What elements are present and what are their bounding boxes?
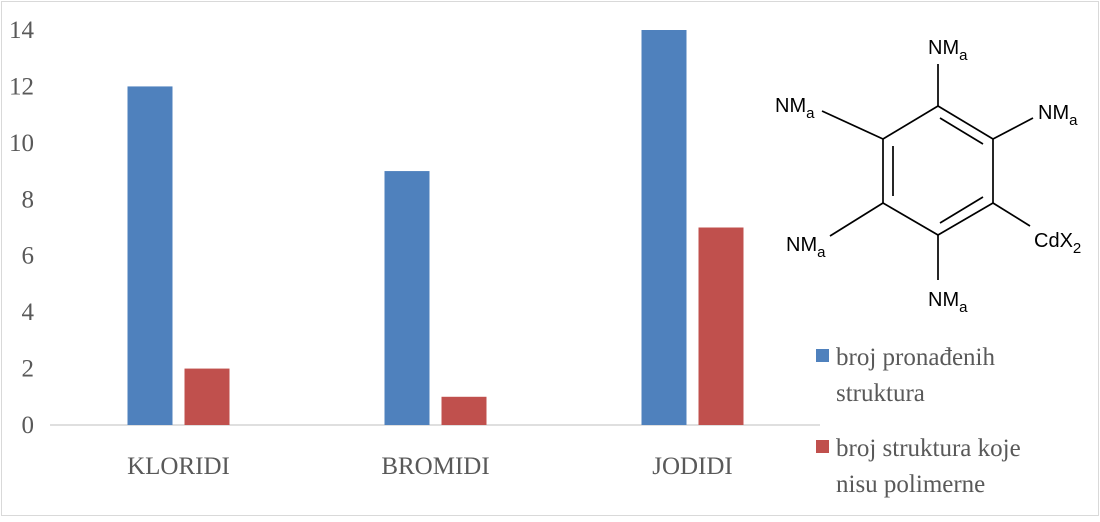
bar-non-polymeric-bromidi xyxy=(441,396,487,425)
molecule-labels: NMa NMa NMa NMa CdX2 NMa xyxy=(775,37,1081,316)
molecule-label: NMa xyxy=(928,289,968,316)
y-tick-label: 4 xyxy=(22,299,35,326)
molecule-label: NMa xyxy=(775,95,815,122)
y-tick-label: 10 xyxy=(9,130,34,157)
molecule-label: CdX2 xyxy=(1034,230,1081,257)
ring-double-bond xyxy=(939,117,984,145)
ring-bond xyxy=(882,105,939,140)
legend-swatch xyxy=(816,349,829,362)
substituent-bond xyxy=(821,110,884,140)
molecule-label: NMa xyxy=(928,37,968,64)
x-tick-label: JODIDI xyxy=(652,453,733,480)
legend-entry: broj struktura koje nisu polimerne xyxy=(836,435,1021,498)
bar-non-polymeric-kloridi xyxy=(184,368,230,425)
ring-bond xyxy=(937,202,994,236)
bar-found-structures-jodidi xyxy=(641,30,687,425)
ring-double-bond xyxy=(939,196,984,224)
substituent-bond xyxy=(829,202,884,237)
molecule-diagram xyxy=(821,64,1034,280)
y-tick-label: 0 xyxy=(22,412,35,439)
substituent-bond xyxy=(992,117,1034,140)
y-axis-ticks: 0 2 4 6 8 10 12 14 xyxy=(9,17,35,439)
y-tick-label: 2 xyxy=(22,356,35,383)
substituent-bond xyxy=(992,202,1031,227)
x-tick-label: BROMIDI xyxy=(381,453,489,480)
y-tick-label: 6 xyxy=(22,243,35,270)
bars xyxy=(127,30,744,425)
legend-swatch xyxy=(816,440,829,453)
ring-bond xyxy=(937,105,994,140)
y-tick-label: 14 xyxy=(9,17,35,44)
molecule-label: NMa xyxy=(786,234,826,261)
legend-entry: broj pronađenih struktura xyxy=(836,344,995,407)
bar-non-polymeric-jodidi xyxy=(698,227,744,425)
y-tick-label: 12 xyxy=(9,73,34,100)
x-axis-ticks: KLORIDI BROMIDI JODIDI xyxy=(127,453,733,480)
legend: broj pronađenih struktura broj struktura k… xyxy=(816,344,1021,498)
ring-bond xyxy=(882,202,939,236)
x-tick-label: KLORIDI xyxy=(127,453,230,480)
bar-found-structures-bromidi xyxy=(384,171,430,425)
y-tick-label: 8 xyxy=(22,186,35,213)
bar-found-structures-kloridi xyxy=(127,86,173,425)
molecule-label: NMa xyxy=(1038,102,1078,129)
